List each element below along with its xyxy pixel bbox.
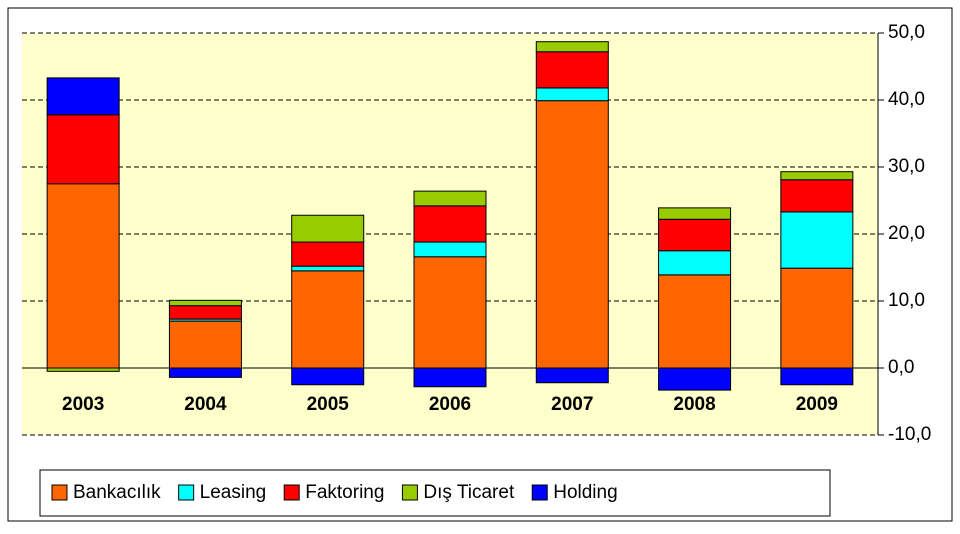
bar-segment [658, 207, 732, 220]
legend [39, 469, 831, 517]
x-tick-label: 2007 [551, 394, 593, 415]
x-tick-label: 2003 [62, 394, 104, 415]
legend-label: Faktoring [305, 482, 384, 503]
x-tick-label: 2006 [429, 394, 471, 415]
bar-segment [291, 265, 365, 272]
bar-segment [780, 267, 854, 369]
bar-segment [535, 87, 609, 102]
y-tick-label: -10,0 [888, 424, 931, 445]
bar-segment [780, 171, 854, 181]
legend-swatch [51, 484, 68, 501]
bar-segment [780, 211, 854, 269]
bar-segment [413, 205, 487, 243]
bar-segment [413, 256, 487, 369]
bar-segment [46, 77, 120, 116]
bar-segment [658, 367, 732, 391]
bar-segment [168, 299, 242, 307]
bar-segment [413, 367, 487, 388]
bar-segment [168, 320, 242, 369]
bar-segment [535, 100, 609, 369]
x-tick-label: 2008 [673, 394, 715, 415]
bar-segment [658, 274, 732, 369]
bar-segment [291, 214, 365, 243]
y-tick-label: 30,0 [888, 156, 925, 177]
bar-segment [413, 241, 487, 258]
legend-swatch [283, 484, 300, 501]
bar-segment [535, 41, 609, 53]
legend-swatch [531, 484, 548, 501]
legend-label: Holding [553, 482, 617, 503]
y-tick-label: 0,0 [888, 357, 914, 378]
bar-segment [291, 241, 365, 267]
bar-segment [168, 305, 242, 320]
y-tick-label: 10,0 [888, 290, 925, 311]
legend-label: Leasing [200, 482, 267, 503]
bar-segment [46, 367, 120, 372]
bar-segment [168, 367, 242, 378]
bar-segment [291, 270, 365, 369]
x-tick-label: 2009 [796, 394, 838, 415]
y-tick-label: 50,0 [888, 22, 925, 43]
y-tick-label: 20,0 [888, 223, 925, 244]
bar-segment [780, 367, 854, 386]
bar-segment [535, 51, 609, 89]
bar-segment [413, 190, 487, 207]
x-tick-label: 2005 [307, 394, 350, 415]
legend-swatch [178, 484, 195, 501]
legend-label: Dış Ticaret [423, 482, 515, 503]
legend-label: Bankacılık [73, 482, 161, 503]
bar-segment [46, 183, 120, 369]
bar-segment [291, 367, 365, 386]
bar-segment [658, 250, 732, 276]
bar-segment [535, 367, 609, 384]
bar-segment [658, 218, 732, 252]
y-tick-label: 40,0 [888, 89, 925, 110]
bar-segment [780, 179, 854, 213]
x-tick-label: 2004 [184, 394, 227, 415]
legend-swatch [401, 484, 418, 501]
bar-segment [46, 114, 120, 185]
